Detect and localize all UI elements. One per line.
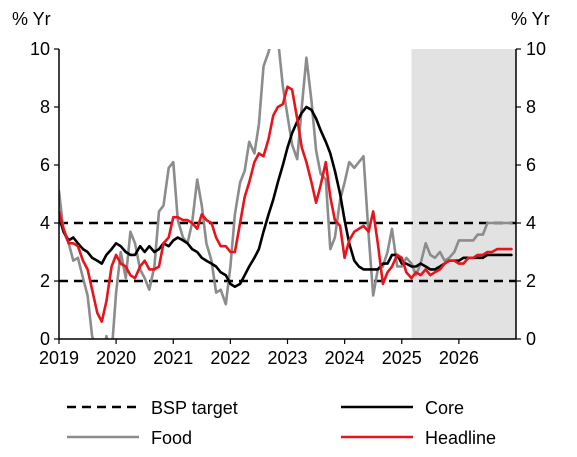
x-tick-label: 2025 bbox=[382, 348, 422, 368]
series-core bbox=[59, 105, 513, 289]
y-tick-label-left: 2 bbox=[40, 271, 50, 291]
x-tick-label: 2023 bbox=[267, 348, 307, 368]
y-tick-label-left: 0 bbox=[40, 329, 50, 349]
y-tick-label-right: 4 bbox=[526, 213, 536, 233]
bsp-target-lines bbox=[59, 221, 516, 283]
x-tick-label: 2020 bbox=[96, 348, 136, 368]
x-tick-label: 2026 bbox=[439, 348, 479, 368]
legend-label-core: Core bbox=[425, 398, 464, 418]
y-tick-label-right: 2 bbox=[526, 271, 536, 291]
x-tick-label: 2022 bbox=[210, 348, 250, 368]
series-food bbox=[59, 49, 513, 339]
series-layer bbox=[59, 49, 513, 339]
y-unit-right: % Yr bbox=[511, 9, 550, 29]
y-tick-label-right: 0 bbox=[526, 329, 536, 349]
y-tick-label-left: 6 bbox=[40, 155, 50, 175]
y-tick-label-right: 8 bbox=[526, 97, 536, 117]
legend-label-food: Food bbox=[151, 428, 192, 448]
y-tick-label-left: 10 bbox=[30, 39, 50, 59]
axes: 0 0 2 2 4 4 6 6 8 8 10 10 2019 2020 2021 2022 2023 2024 20… bbox=[30, 39, 546, 368]
x-tick-label: 2021 bbox=[153, 348, 193, 368]
y-tick-label-right: 10 bbox=[526, 39, 546, 59]
y-tick-label-left: 8 bbox=[40, 97, 50, 117]
y-tick-label-left: 4 bbox=[40, 213, 50, 233]
legend: BSP target Core Food Headline bbox=[67, 398, 496, 448]
x-tick-label: 2024 bbox=[325, 348, 365, 368]
y-tick-label-right: 6 bbox=[526, 155, 536, 175]
forecast-shading bbox=[411, 49, 516, 339]
legend-label-bsp-target: BSP target bbox=[151, 398, 238, 418]
series-headline bbox=[59, 85, 513, 323]
x-tick-label: 2019 bbox=[39, 348, 79, 368]
y-unit-left: % Yr bbox=[12, 9, 51, 29]
legend-label-headline: Headline bbox=[425, 428, 496, 448]
